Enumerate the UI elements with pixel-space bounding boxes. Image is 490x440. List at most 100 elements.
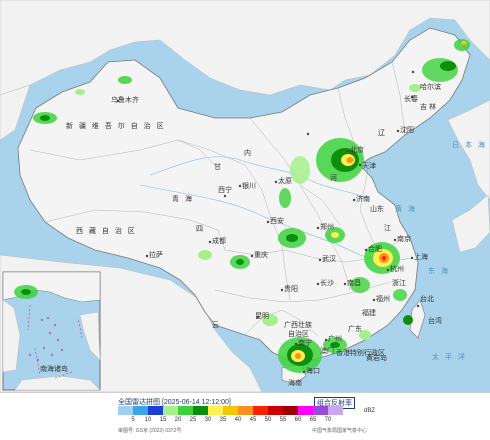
- label-xining: 西宁: [218, 187, 232, 194]
- label-huanghai: 黄 海: [395, 206, 417, 213]
- label-japan-sea: 日 本 海: [452, 142, 487, 149]
- label-chongqing: 重庆: [254, 252, 268, 259]
- label-xianggang: 香港特别行政区: [336, 350, 385, 357]
- legend-swatch: [313, 406, 328, 415]
- label-jinan: 济南: [356, 196, 370, 203]
- label-qinghai: 青 海: [172, 196, 194, 203]
- label-zhengzhou: 郑州: [320, 224, 334, 231]
- label-changsha: 长沙: [320, 280, 334, 287]
- label-nanjing: 南京: [397, 236, 411, 243]
- legend-swatch: [163, 406, 178, 415]
- legend-swatch: [328, 406, 343, 415]
- yellow-river: [149, 156, 371, 201]
- western-neighbour-land: [0, 84, 31, 141]
- label-yinchuan: 银川: [242, 183, 256, 190]
- label-donghai: 东 海: [428, 268, 450, 275]
- radar-echoes: [33, 39, 470, 373]
- label-aomen: 澳门: [320, 348, 334, 355]
- label-hainan: 海南: [288, 380, 302, 387]
- legend-tick-label: 55: [279, 417, 287, 423]
- legend-tick-label: 15: [159, 417, 167, 423]
- echo-south-china: [262, 314, 371, 373]
- approval-number: 审图号: GS京 (2022) 0372号: [118, 428, 182, 434]
- label-shanghai: 上海: [414, 254, 428, 261]
- south-china-sea-inset: [2, 271, 101, 391]
- label-taiyuan: 太原: [278, 178, 292, 185]
- label-fujian: 福建: [362, 310, 376, 317]
- label-xinjiang: 新 疆 维 吾 尔 自 治 区: [66, 123, 166, 130]
- legend-title: 全国雷达拼图 [2025-06-14 12:12:00]: [118, 399, 231, 406]
- label-sichuan: 四: [196, 226, 203, 233]
- organization-name: 中国气象局国家气象中心: [312, 428, 368, 434]
- label-liaoning: 辽: [378, 130, 385, 137]
- label-guiyang: 贵阳: [284, 286, 298, 293]
- city-markers: [116, 70, 420, 374]
- label-jilin: 吉 林: [420, 104, 436, 111]
- label-nanhai-zhudao: 南海诸岛: [40, 366, 68, 373]
- label-lhasa: 拉萨: [149, 252, 163, 259]
- label-gansu: 甘: [214, 164, 221, 171]
- label-hebei: 河: [330, 175, 337, 182]
- label-kunming: 昆明: [255, 313, 269, 320]
- echo-north-china: [279, 138, 364, 208]
- legend-unit: dBZ: [364, 408, 376, 414]
- label-yunnan: 云: [212, 322, 219, 329]
- label-taiwan: 台湾: [428, 318, 442, 325]
- label-haikou: 海口: [306, 368, 320, 375]
- legend-swatch: [253, 406, 268, 415]
- legend-tick-label: 25: [189, 417, 197, 423]
- label-guangzhou: 广州: [328, 336, 342, 343]
- legend-tick-label: 50: [264, 417, 272, 423]
- label-guangxi-zizhiqu: 自治区: [288, 331, 309, 338]
- echo-xinjiang: [33, 76, 132, 124]
- china-radar-map: [0, 0, 490, 392]
- legend-swatch: [193, 406, 208, 415]
- legend-tick-label: 35: [219, 417, 227, 423]
- label-wuhan: 武汉: [322, 256, 336, 263]
- label-hefei: 合肥: [368, 246, 382, 253]
- legend-tick-label: 10: [144, 417, 152, 423]
- legend-tick-label: 5: [131, 417, 135, 423]
- label-guangxi: 广西壮族: [284, 322, 312, 329]
- legend-swatch: [118, 406, 133, 415]
- legend-swatch: [178, 406, 193, 415]
- legend-tick-label: 45: [249, 417, 257, 423]
- label-inner-mongolia: 内: [244, 150, 251, 157]
- legend-swatch: [298, 406, 313, 415]
- label-chengdu: 成都: [212, 238, 226, 245]
- label-harbin: 哈尔滨: [420, 84, 441, 91]
- label-hangzhou: 杭州: [390, 266, 404, 273]
- label-taipingyang: 太 平 洋: [432, 354, 467, 361]
- legend-swatch: [208, 406, 223, 415]
- legend-tick-label: 70: [324, 417, 332, 423]
- east-neighbour-land: [447, 99, 490, 201]
- label-beijing: 北京: [350, 147, 364, 154]
- label-fuzhou: 福州: [376, 296, 390, 303]
- legend-swatch: [283, 406, 298, 415]
- label-changchun: 长春: [404, 96, 418, 103]
- japan-land: [451, 194, 490, 253]
- label-zhejiang: 浙江: [392, 280, 406, 287]
- label-shandong: 山东: [370, 206, 384, 213]
- label-shenyang: 沈阳: [400, 127, 414, 134]
- legend-swatch: [238, 406, 253, 415]
- label-guangdong: 广东: [348, 326, 362, 333]
- legend-tick-label: 20: [174, 417, 182, 423]
- echo-central-china: [198, 227, 345, 269]
- legend-panel: 全国雷达拼图 [2025-06-14 12:12:00] 组合反射率 5 10 15…: [0, 392, 490, 440]
- legend-swatch: [223, 406, 238, 415]
- northern-neighbour-land: [0, 0, 490, 96]
- legend-swatch: [148, 406, 163, 415]
- label-huangyan: 黄岩岛: [366, 355, 387, 362]
- legend-color-bar: [118, 406, 343, 415]
- label-jiangsu: 江: [384, 225, 391, 232]
- echo-northeast: [409, 39, 470, 92]
- legend-tick-label: 60: [294, 417, 302, 423]
- echo-east-china: [350, 242, 413, 325]
- legend-tick-label: 65: [309, 417, 317, 423]
- legend-tick-labels: 5 10 15 20 25 30 35 40 45 50 55 60 65 70: [118, 417, 358, 425]
- label-taipei: 台北: [420, 296, 434, 303]
- legend-tick-label: 40: [234, 417, 242, 423]
- label-nanning: 南宁: [298, 340, 312, 347]
- label-nanchang: 南昌: [347, 280, 361, 287]
